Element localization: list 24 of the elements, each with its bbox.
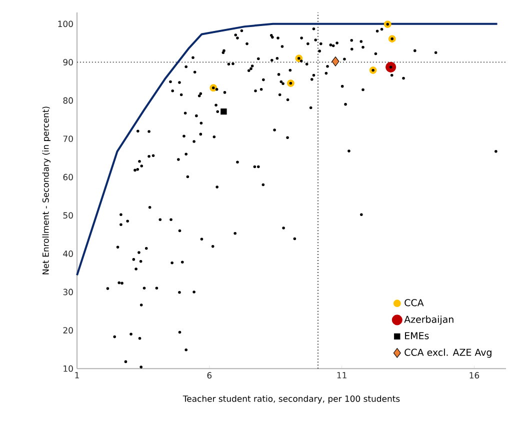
legend-label: EMEs [405, 332, 429, 340]
line-series [76, 22, 498, 276]
x-tick-label: 1 [75, 372, 79, 378]
x-tick-label: 11 [337, 372, 346, 378]
x-tick-label: 16 [470, 372, 480, 379]
x-tick-label: 6 [207, 372, 212, 379]
y-tick-label: 20 [63, 327, 73, 334]
point [220, 108, 227, 115]
y-tick-label: 90 [63, 58, 73, 66]
x-axis-title: Teacher student ratio, secondary, per 100 students [182, 395, 400, 404]
y-tick-label: 100 [58, 20, 73, 28]
y-tick-label: 80 [63, 97, 73, 104]
legend-label: Azerbaijan [404, 316, 454, 325]
point [386, 62, 396, 72]
y-tick-label: 60 [63, 174, 73, 180]
y-tick-label: 10 [64, 365, 73, 372]
y-tick-label: 40 [63, 250, 73, 257]
legend-label: CCA excl. AZE Avg [404, 348, 492, 358]
legend-label: CCA [404, 299, 424, 306]
point [332, 56, 340, 66]
y-tick-label: 30 [63, 288, 73, 296]
y-tick-label: 70 [63, 136, 73, 142]
y-axis-title: Net Enrollment - Secondary (in percent) [42, 106, 50, 274]
y-tick-label: 50 [63, 212, 73, 219]
